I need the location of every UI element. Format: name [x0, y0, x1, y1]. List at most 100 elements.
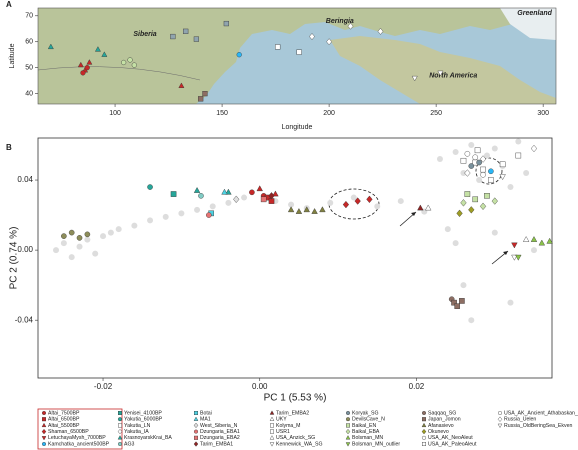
marker: [270, 423, 275, 428]
marker: [411, 75, 418, 82]
highlight-ellipse: [475, 157, 503, 185]
marker: [84, 231, 91, 238]
marker: [511, 242, 518, 249]
marker: [275, 44, 281, 50]
marker: [309, 33, 315, 40]
marker: [350, 194, 357, 201]
marker: [60, 240, 67, 247]
legend-label: Baikal_EN: [352, 423, 376, 429]
y-tick-label: 70: [25, 13, 33, 20]
marker: [86, 59, 93, 65]
y-tick-label: 0.00: [17, 245, 33, 254]
legend-label: AG3: [124, 441, 134, 447]
marker: [436, 156, 443, 163]
x-axis-label: Longitude: [282, 124, 313, 131]
marker: [484, 193, 490, 199]
legend-label: MA1: [200, 417, 211, 423]
marker: [488, 168, 494, 175]
marker: [530, 247, 537, 254]
marker: [76, 235, 83, 241]
arrow-head: [411, 212, 416, 216]
map-label: Siberia: [133, 31, 156, 38]
legend-label: Tarim_EMBA1: [200, 441, 233, 447]
marker: [42, 411, 47, 416]
marker: [422, 435, 427, 440]
marker: [456, 209, 463, 218]
marker: [202, 91, 208, 97]
marker: [491, 145, 498, 152]
marker: [452, 240, 459, 247]
marker: [236, 52, 242, 58]
marker: [468, 163, 475, 169]
marker: [491, 229, 498, 236]
legend-label: Kolyma_M: [276, 423, 301, 429]
legend-label: Kennewick_WA_SG: [276, 441, 323, 447]
marker: [194, 206, 201, 213]
marker: [117, 411, 122, 416]
marker: [464, 169, 471, 177]
marker: [499, 174, 506, 181]
marker: [117, 428, 123, 435]
map-background: [38, 8, 556, 104]
legend-label: Yenisei_4100BP: [124, 410, 162, 416]
marker: [497, 416, 503, 422]
marker: [476, 159, 482, 166]
y-axis-label: Latitude: [9, 43, 16, 68]
marker: [269, 410, 275, 415]
map-label: North America: [429, 72, 477, 79]
marker: [115, 226, 122, 233]
marker: [198, 96, 204, 102]
marker: [288, 201, 295, 208]
legend-label: Koryak_SG: [352, 410, 379, 416]
legend-label: UKY: [276, 417, 287, 423]
marker: [345, 428, 351, 435]
marker: [342, 200, 350, 209]
marker: [47, 43, 54, 50]
marker: [437, 70, 444, 77]
legend-label: Dzungaria_EBA2: [200, 435, 240, 441]
arrow-head: [503, 251, 508, 255]
ice: [500, 8, 556, 40]
marker: [460, 282, 467, 289]
marker: [422, 411, 427, 416]
marker: [77, 61, 84, 68]
marker: [523, 170, 530, 177]
marker: [476, 177, 483, 184]
marker: [206, 212, 212, 218]
marker: [233, 195, 240, 204]
marker: [198, 193, 204, 199]
marker: [270, 429, 275, 434]
x-tick-label: -0.02: [94, 382, 113, 391]
marker: [488, 177, 494, 183]
marker: [193, 416, 199, 421]
marker: [193, 36, 199, 42]
land: [38, 8, 556, 104]
legend-label: Altai_6500BP: [48, 417, 80, 423]
marker: [345, 442, 351, 447]
marker: [117, 435, 123, 440]
legend-label: Yakutia_IA: [124, 429, 149, 435]
marker: [84, 236, 91, 243]
legend-highlight: [37, 408, 123, 450]
legend-label: Altai_7500BP: [48, 410, 80, 416]
legend-label: USA_AK_PaleoAleut: [428, 441, 477, 447]
x-tick-label: 200: [323, 110, 335, 117]
marker: [472, 154, 479, 161]
x-tick-label: 0.00: [252, 382, 268, 391]
marker: [474, 147, 481, 154]
legend-label: USA_AK_NeoAleut: [428, 435, 473, 441]
marker: [178, 82, 185, 88]
y-tick-label: 50: [25, 65, 33, 72]
marker: [454, 303, 460, 309]
marker: [479, 155, 487, 163]
marker: [491, 197, 498, 205]
marker: [256, 185, 263, 192]
marker: [374, 203, 381, 210]
marker: [183, 28, 189, 34]
plot-frame: [37, 137, 553, 379]
legend-label: LetuchayaMysh_7000BP: [48, 435, 106, 441]
marker: [346, 411, 351, 416]
legend-label: KrasnoyarskKrai_BA: [124, 435, 172, 441]
marker: [117, 423, 122, 428]
marker: [92, 250, 99, 257]
